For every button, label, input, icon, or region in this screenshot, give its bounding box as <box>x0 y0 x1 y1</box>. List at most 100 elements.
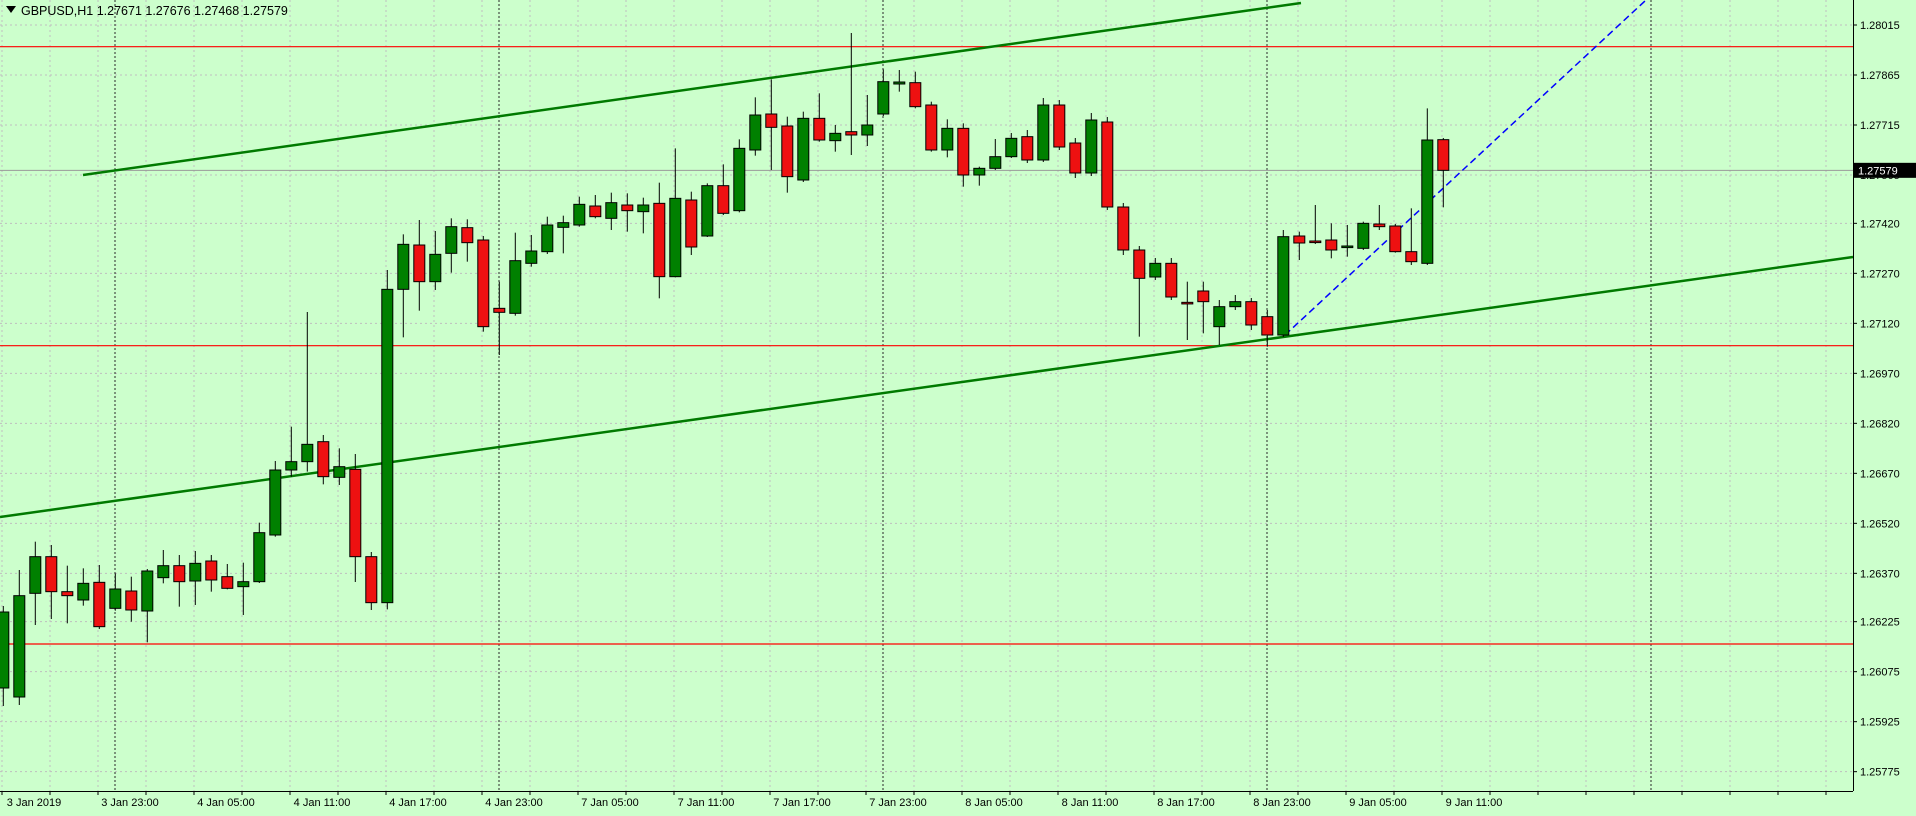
candle-body-bull <box>941 127 954 151</box>
candle <box>893 70 906 92</box>
candle-body-bull <box>429 253 442 283</box>
candle <box>861 95 874 146</box>
candle-body-bull <box>189 562 202 582</box>
price-axis-label: 1.27865 <box>1860 70 1900 82</box>
candle <box>957 123 970 187</box>
projection-trendline[interactable] <box>1284 0 1647 336</box>
candle <box>173 555 186 607</box>
candle <box>845 33 858 155</box>
candle <box>1357 221 1370 250</box>
candle <box>637 197 650 234</box>
time-axis-label: 8 Jan 11:00 <box>1062 797 1119 809</box>
candle-body-bull <box>109 588 122 609</box>
time-axis-label: 8 Jan 05:00 <box>965 797 1023 809</box>
candle-body-bear <box>781 125 794 178</box>
time-axis[interactable]: 3 Jan 2019 3 Jan 23:00 4 Jan 05:00 4 Jan 11… <box>1 791 1827 809</box>
candle-body-bull <box>77 582 90 601</box>
candle <box>1085 113 1098 176</box>
candle <box>1309 205 1322 244</box>
candle-body-bull <box>861 124 874 136</box>
time-axis-label: 4 Jan 05:00 <box>197 797 255 809</box>
candle <box>1101 117 1114 210</box>
candle <box>941 119 954 158</box>
candle-body-bull <box>893 81 906 85</box>
price-axis-label: 1.26370 <box>1860 568 1900 580</box>
candle <box>733 139 746 213</box>
candle <box>1117 203 1130 255</box>
candle-body-bull <box>525 250 538 264</box>
candle <box>445 218 458 273</box>
price-axis-label: 1.25775 <box>1860 767 1900 779</box>
candle-body-bear <box>1325 239 1338 251</box>
candle-body-bear <box>1293 235 1306 244</box>
trendline-upper-channel[interactable] <box>82 1 1302 177</box>
candle <box>1213 300 1226 345</box>
candle <box>413 220 426 311</box>
candle <box>29 541 42 625</box>
time-axis-label: 8 Jan 23:00 <box>1253 797 1311 809</box>
candle-body-bull <box>29 556 42 594</box>
candle-body-bull <box>557 222 570 228</box>
candle <box>493 281 506 355</box>
price-axis[interactable]: 1.280151.278651.277151.275651.274201.272… <box>1853 20 1900 779</box>
candle <box>237 562 250 615</box>
candle-body-bull <box>733 147 746 212</box>
candle <box>509 232 522 316</box>
candle <box>397 234 410 338</box>
candle <box>781 116 794 193</box>
candle <box>205 555 218 592</box>
candle-body-bear <box>685 199 698 248</box>
candle-body-bear <box>1309 240 1322 244</box>
candle-body-bear <box>1405 251 1418 263</box>
trendline-lower-channel[interactable] <box>0 255 1854 519</box>
candle-body-bull <box>285 461 298 471</box>
candle-body-bear <box>1053 104 1066 148</box>
candle <box>685 191 698 255</box>
current-price-badge <box>1853 162 1916 178</box>
price-axis-label: 1.27715 <box>1860 120 1900 132</box>
price-axis-label: 1.26520 <box>1860 518 1900 530</box>
candle-body-bear <box>957 127 970 176</box>
candle <box>813 93 826 142</box>
candle-body-bull <box>1229 301 1242 308</box>
candle <box>285 426 298 477</box>
candle-body-bear <box>477 239 490 328</box>
candle-body-bull <box>1421 139 1434 264</box>
time-axis-label: 4 Jan 17:00 <box>389 797 447 809</box>
candle-body-bear <box>349 468 362 558</box>
candle-body-bull <box>605 202 618 219</box>
candle <box>621 193 634 232</box>
candle-body-bull <box>701 185 714 237</box>
time-axis-label: 8 Jan 17:00 <box>1157 797 1215 809</box>
time-axis-label: 7 Jan 17:00 <box>773 797 831 809</box>
candle-body-bull <box>269 469 282 536</box>
candle-body-bear <box>317 441 330 478</box>
candle-body-bear <box>589 205 602 218</box>
candle-body-bull <box>445 226 458 254</box>
candle-body-bull <box>397 243 410 290</box>
candle <box>125 576 138 622</box>
candle-body-bear <box>1389 225 1402 253</box>
time-axis-label: 4 Jan 23:00 <box>485 797 543 809</box>
candle-body-bear <box>205 560 218 581</box>
candle <box>189 551 202 605</box>
candle <box>1293 231 1306 260</box>
candle <box>1181 281 1194 340</box>
candle-body-bear <box>1021 136 1034 161</box>
candle <box>589 195 602 219</box>
candle-body-bull <box>157 565 170 579</box>
candle-body-bull <box>1213 306 1226 328</box>
candle-body-bear <box>845 131 858 136</box>
candle <box>301 312 314 472</box>
candle-body-bear <box>1165 262 1178 298</box>
candle <box>701 183 714 237</box>
candle-body-bear <box>365 556 378 604</box>
price-axis-label: 1.25925 <box>1860 717 1900 729</box>
candle <box>829 125 842 152</box>
candle-body-bull <box>829 132 842 142</box>
candle <box>349 454 362 582</box>
candle-body-bull <box>1341 245 1354 249</box>
